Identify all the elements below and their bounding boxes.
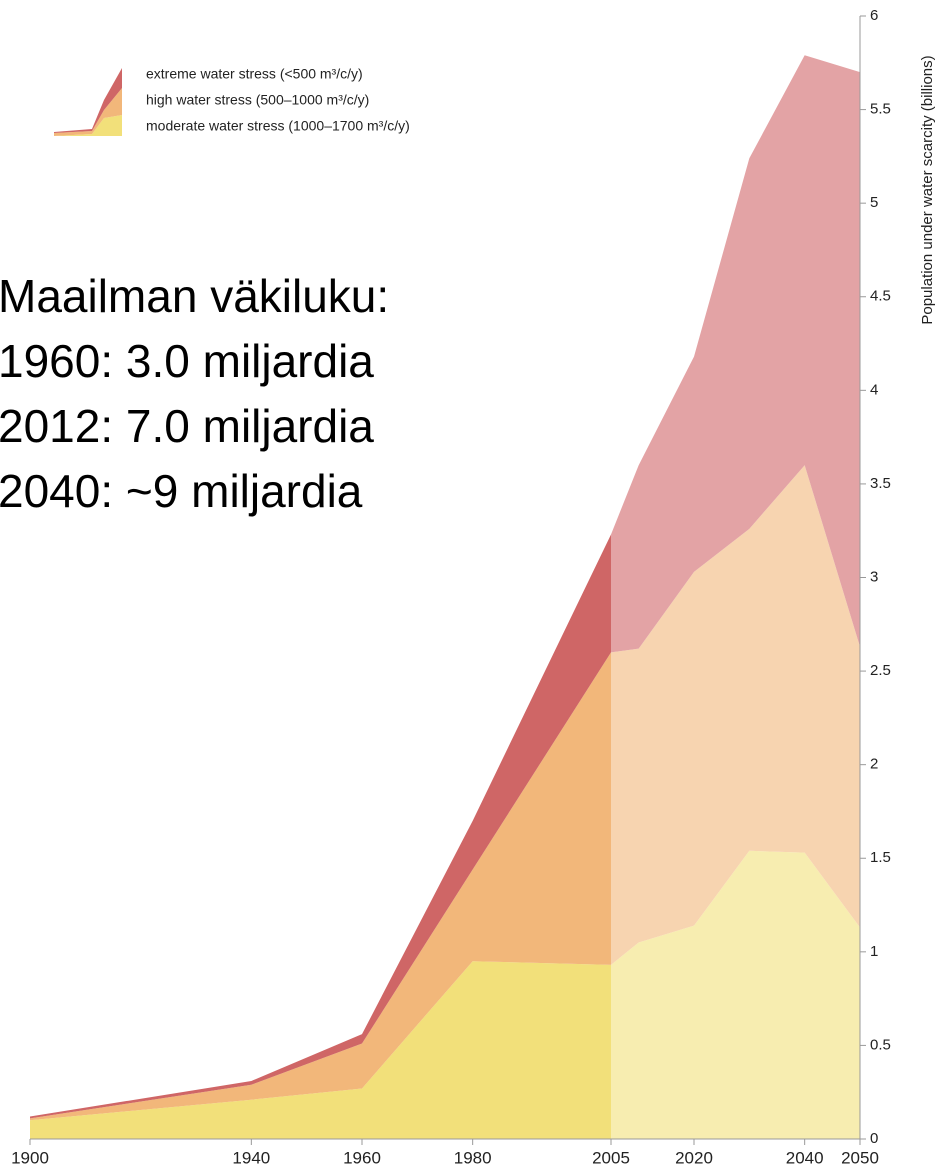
y-tick-label: 3 <box>870 568 878 585</box>
y-tick-label: 2 <box>870 756 878 773</box>
legend: extreme water stress (<500 m³/c/y) high w… <box>54 66 410 136</box>
x-tick-label: 1940 <box>232 1148 270 1167</box>
annotation: Maailman väkiluku: <box>0 270 389 322</box>
y-tick-label: 0 <box>870 1130 878 1147</box>
area <box>611 850 860 1139</box>
y-tick-label: 0.5 <box>870 1036 891 1053</box>
y-tick-label: 3.5 <box>870 475 891 492</box>
y-tick-label: 5 <box>870 194 878 211</box>
y-tick-label: 2.5 <box>870 662 891 679</box>
area <box>611 465 860 965</box>
y-axis-label: Population under water scarcity (billion… <box>919 55 936 324</box>
legend-label: moderate water stress (1000–1700 m³/c/y) <box>146 118 410 134</box>
x-tick-label: 1980 <box>454 1148 492 1167</box>
legend-swatch <box>54 88 122 136</box>
x-tick-label: 1960 <box>343 1148 381 1167</box>
x-tick-label: 2020 <box>675 1148 713 1167</box>
y-tick-label: 1.5 <box>870 849 891 866</box>
y-tick-label: 1 <box>870 943 878 960</box>
area <box>30 652 611 1121</box>
x-tick-label: 2050 <box>841 1148 879 1167</box>
y-tick-label: 5.5 <box>870 101 891 118</box>
y-tick-label: 6 <box>870 7 878 24</box>
area <box>30 534 611 1119</box>
legend-label: extreme water stress (<500 m³/c/y) <box>146 66 363 82</box>
legend-swatch <box>54 68 122 133</box>
legend-swatch <box>54 115 122 136</box>
area <box>30 961 611 1139</box>
x-tick-label: 2005 <box>592 1148 630 1167</box>
y-tick-label: 4.5 <box>870 288 891 305</box>
annotation: 2012: 7.0 miljardia <box>0 400 374 452</box>
annotation: 1960: 3.0 miljardia <box>0 335 374 387</box>
area <box>611 55 860 653</box>
annotation: 2040: ~9 miljardia <box>0 465 363 517</box>
legend-label: high water stress (500–1000 m³/c/y) <box>146 92 369 108</box>
x-tick-label: 1900 <box>11 1148 49 1167</box>
x-tick-label: 2040 <box>786 1148 824 1167</box>
y-tick-label: 4 <box>870 381 878 398</box>
